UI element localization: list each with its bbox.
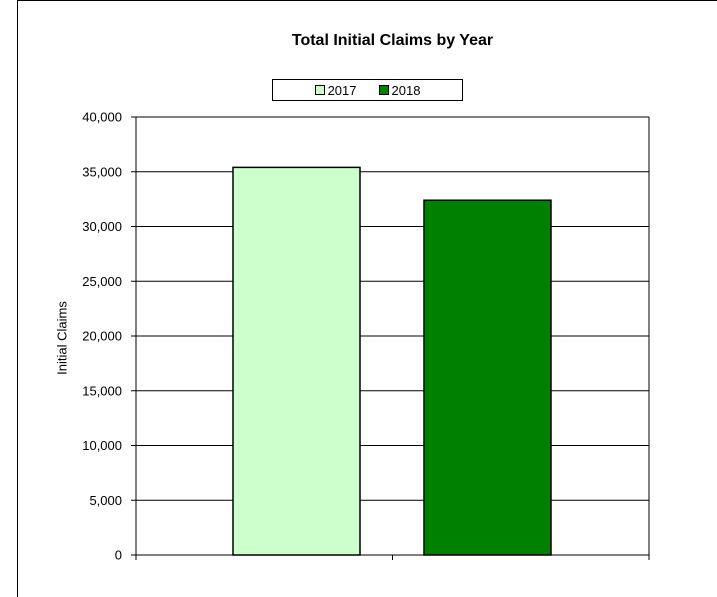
- y-tick-label: 5,000: [89, 493, 122, 508]
- chart-title: Total Initial Claims by Year: [291, 32, 494, 49]
- y-tick-label: 20,000: [82, 329, 122, 344]
- y-tick-label: 10,000: [82, 438, 122, 453]
- y-tick-label: 15,000: [82, 383, 122, 398]
- chart-legend: 2017 2018: [272, 79, 463, 101]
- bar-2017: [232, 166, 361, 556]
- legend-swatch-2017: [314, 85, 325, 95]
- legend-label-2018: 2018: [391, 82, 421, 98]
- bar-2018: [423, 199, 552, 556]
- y-tick-label: 35,000: [82, 164, 122, 179]
- y-tick-label: 40,000: [82, 110, 122, 125]
- legend-label-2017: 2017: [327, 82, 357, 98]
- y-tick-label: 30,000: [82, 219, 122, 234]
- legend-item-2018: 2018: [378, 82, 421, 98]
- legend-item-2017: 2017: [314, 82, 357, 98]
- y-tick-label: 25,000: [82, 274, 122, 289]
- legend-swatch-2018: [378, 85, 389, 95]
- y-tick-label: 0: [115, 548, 122, 563]
